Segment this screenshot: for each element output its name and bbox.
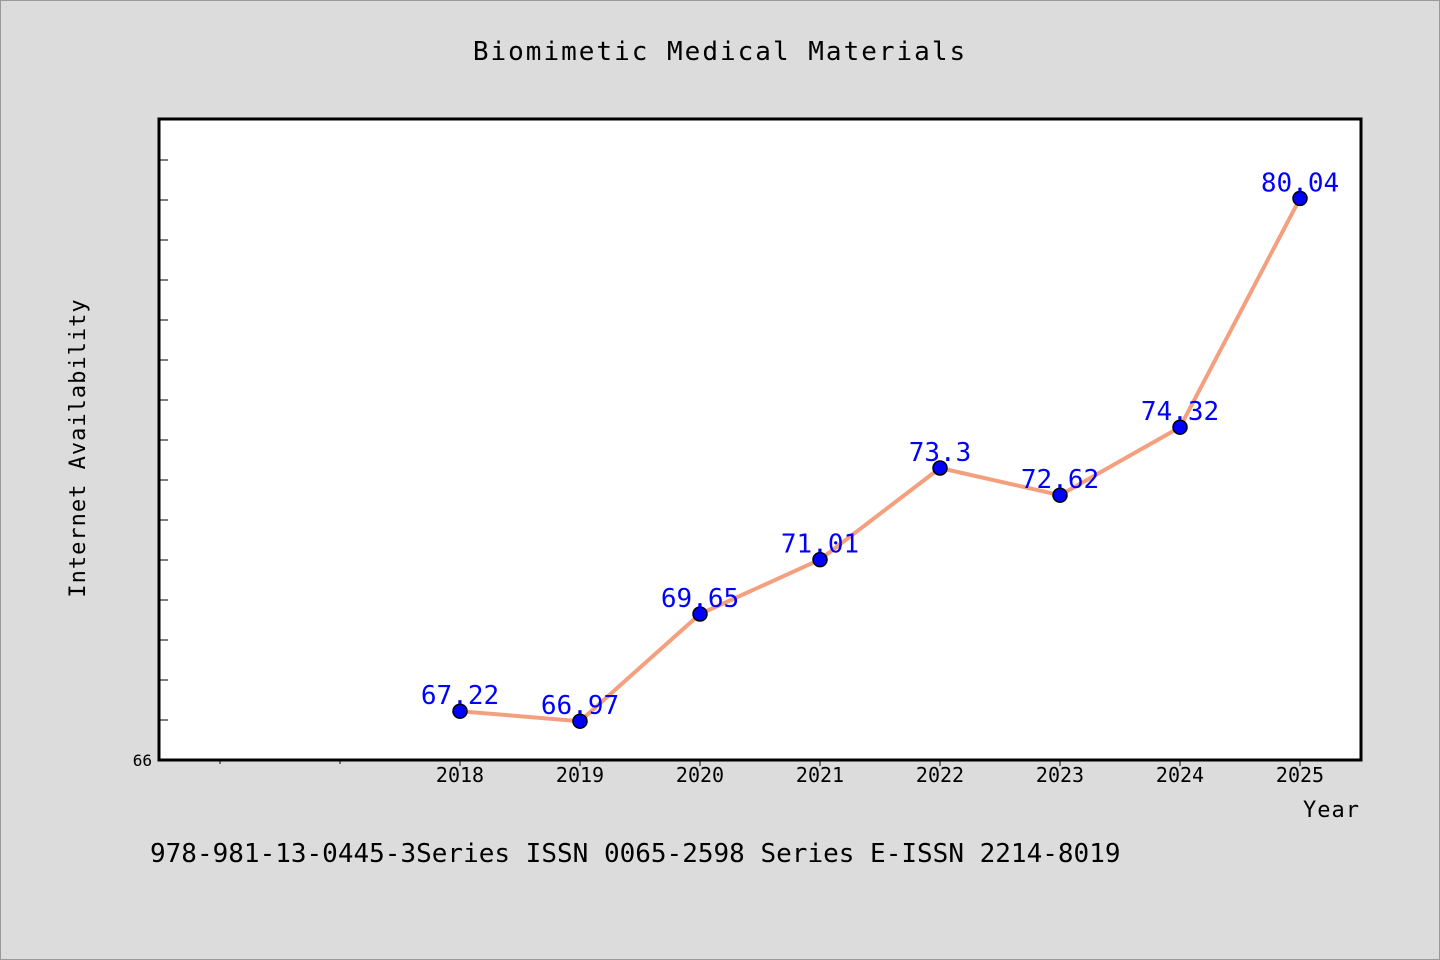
x-axis-tick-labels: 2018 2019 2020 2021 2022 2023 2024 2025	[436, 763, 1324, 787]
series-line	[458, 196, 1302, 724]
data-label: 71.01	[781, 530, 859, 560]
data-point	[812, 551, 828, 568]
y-tick-label-min: 66	[133, 751, 152, 770]
data-label: 80.04	[1261, 168, 1339, 198]
x-tick-label: 2021	[796, 763, 844, 787]
data-label: 69.65	[661, 584, 739, 614]
x-tick-label: 2023	[1036, 763, 1084, 787]
data-label: 67.22	[421, 681, 499, 711]
y-axis-ticks	[160, 159, 168, 721]
data-point	[572, 713, 588, 729]
data-labels: 67.22 66.97 69.65 71.01 73.3 72.62 74.32 80.04	[421, 168, 1339, 721]
x-tick-label: 2018	[436, 763, 484, 787]
data-label: 74.32	[1141, 397, 1219, 427]
x-tick-label: 2025	[1276, 763, 1324, 787]
data-point	[932, 460, 948, 476]
x-axis-label: Year	[1303, 798, 1360, 823]
data-point	[1052, 487, 1068, 503]
data-point	[692, 606, 708, 622]
data-label: 72.62	[1021, 465, 1099, 495]
plot-area	[157, 117, 1363, 762]
x-tick-label: 2022	[916, 763, 964, 787]
chart-title: Biomimetic Medical Materials	[473, 37, 967, 67]
data-point	[452, 703, 468, 719]
data-label: 66.97	[541, 691, 619, 721]
series-markers	[452, 190, 1308, 729]
x-axis-ticks	[219, 760, 1301, 766]
x-tick-label: 2024	[1156, 763, 1204, 787]
data-point	[1292, 190, 1308, 207]
data-label: 73.3	[909, 438, 972, 468]
footer-text: 978-981-13-0445-3Series ISSN 0065-2598 S…	[150, 839, 1121, 869]
y-axis-label: Internet Availability	[66, 298, 91, 597]
data-point	[1172, 419, 1188, 435]
x-tick-label: 2019	[556, 763, 604, 787]
x-tick-label: 2020	[676, 763, 724, 787]
